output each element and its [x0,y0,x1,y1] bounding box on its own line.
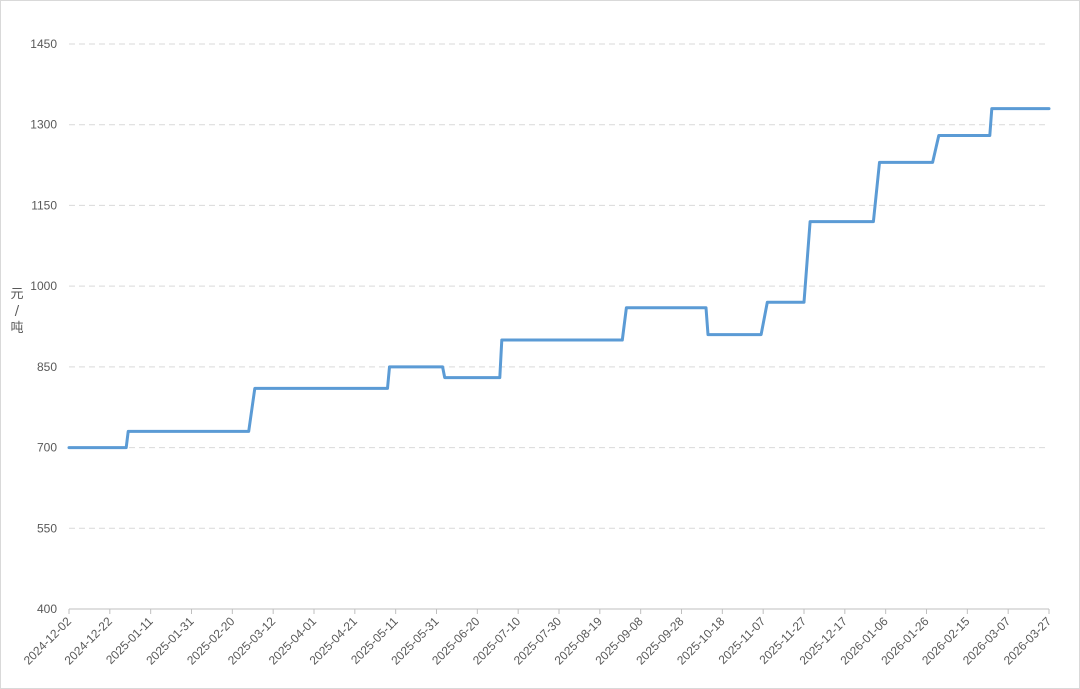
price-line [67,107,1051,450]
y-axis-title: 元 / 吨 [10,287,23,336]
y-tick-label: 550 [37,521,57,535]
y-tick-label: 1000 [30,279,57,293]
y-tick-label: 1300 [30,118,57,132]
y-tick-label: 700 [37,441,57,455]
series-layer [67,107,1051,450]
gridlines [69,43,1049,529]
y-tick-label: 850 [37,360,57,374]
y-axis: 400 550 700 850 1000 1150 1300 1450 [30,37,57,616]
y-axis-title-char: / [15,304,20,319]
x-tick-labels: 2024-12-022024-12-222025-01-112025-01-31… [21,614,1055,668]
y-tick-label: 1150 [31,198,57,212]
y-axis-title-char: 吨 [10,321,23,336]
y-axis-title-char: 元 [10,287,23,302]
y-tick-label: 400 [37,602,57,616]
y-tick-label: 1450 [30,37,57,51]
x-axis [68,608,1050,614]
